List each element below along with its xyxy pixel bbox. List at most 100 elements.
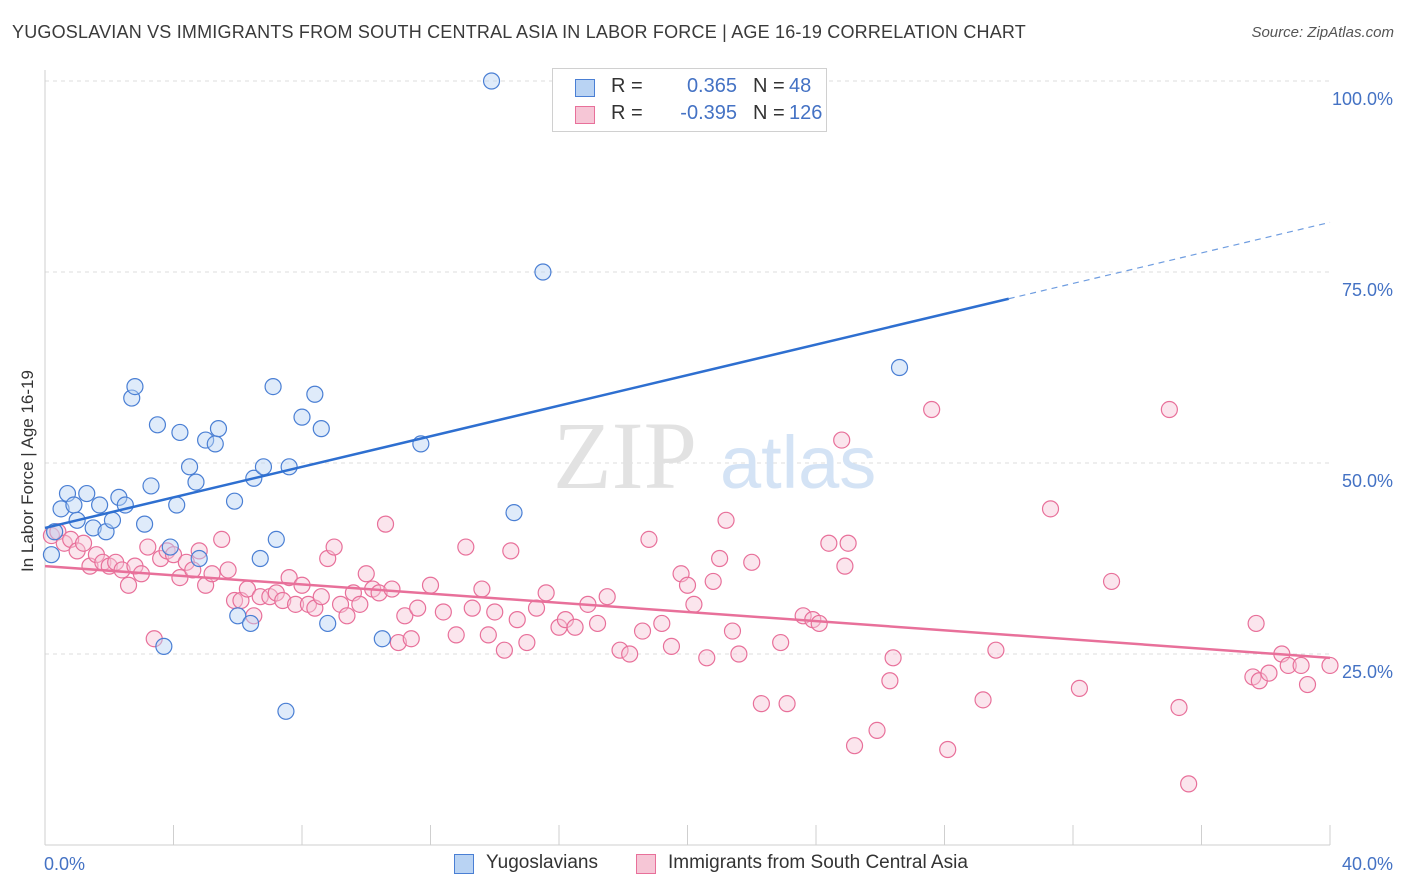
data-point-immigrants bbox=[839, 534, 857, 552]
data-point-immigrants bbox=[463, 599, 481, 617]
trend-line-yugoslavians-extension bbox=[1008, 221, 1331, 300]
data-point-immigrants bbox=[678, 576, 697, 594]
data-point-yugoslavian bbox=[126, 378, 144, 396]
chart-title: YUGOSLAVIAN VS IMMIGRANTS FROM SOUTH CEN… bbox=[12, 22, 1027, 42]
data-point-yugoslavian bbox=[229, 607, 247, 625]
data-point-immigrants bbox=[389, 633, 407, 652]
trend-line-immigrants bbox=[44, 564, 1331, 660]
data-point-immigrants bbox=[1070, 679, 1089, 697]
data-point-immigrants bbox=[537, 584, 555, 602]
data-point-immigrants bbox=[923, 400, 941, 419]
data-point-immigrants bbox=[312, 588, 330, 606]
data-point-immigrants bbox=[508, 611, 526, 629]
data-point-immigrants bbox=[1160, 400, 1178, 419]
data-point-immigrants bbox=[698, 649, 716, 667]
data-point-immigrants bbox=[1298, 675, 1317, 694]
data-point-immigrants bbox=[402, 630, 420, 648]
data-point-yugoslavian bbox=[505, 504, 523, 522]
data-point-yugoslavian bbox=[148, 416, 167, 434]
data-point-immigrants bbox=[566, 618, 584, 636]
n-value: 126 bbox=[789, 102, 823, 124]
trend-lines bbox=[44, 221, 1331, 660]
legend-swatch-blue bbox=[454, 854, 474, 874]
data-point-yugoslavian bbox=[277, 702, 295, 720]
data-point-immigrants bbox=[171, 568, 189, 587]
data-point-yugoslavian bbox=[103, 511, 122, 529]
data-point-yugoslavian bbox=[65, 496, 83, 514]
data-point-immigrants bbox=[357, 565, 375, 583]
y-tick-label: 100.0% bbox=[1332, 89, 1393, 109]
data-point-yugoslavian bbox=[225, 492, 244, 510]
y-tick-labels: 25.0% 50.0% 75.0% 100.0% bbox=[1332, 89, 1393, 682]
data-point-yugoslavian bbox=[78, 484, 96, 503]
data-point-immigrants bbox=[376, 515, 395, 533]
data-point-immigrants bbox=[447, 626, 465, 644]
data-point-immigrants bbox=[884, 649, 902, 667]
data-point-immigrants bbox=[717, 511, 735, 529]
data-point-yugoslavian bbox=[168, 496, 186, 514]
y-tick-label: 75.0% bbox=[1342, 280, 1393, 300]
r-label: R = bbox=[611, 75, 643, 97]
r-value: -0.395 bbox=[680, 102, 737, 124]
data-point-immigrants bbox=[219, 561, 237, 579]
legend-label: Immigrants from South Central Asia bbox=[668, 852, 968, 873]
data-point-immigrants bbox=[409, 599, 427, 617]
x-tick-label: 0.0% bbox=[44, 854, 85, 874]
watermark-atlas: atlas bbox=[720, 421, 876, 504]
data-point-immigrants bbox=[640, 530, 658, 549]
data-point-yugoslavian bbox=[312, 420, 330, 438]
legend-swatch-pink bbox=[636, 854, 656, 874]
stats-swatch-pink bbox=[575, 106, 595, 124]
data-point-immigrants bbox=[518, 633, 536, 652]
y-tick-label: 50.0% bbox=[1342, 471, 1393, 491]
data-point-immigrants bbox=[434, 603, 452, 621]
data-point-yugoslavian bbox=[319, 614, 337, 633]
data-point-yugoslavian bbox=[209, 420, 228, 438]
data-point-immigrants bbox=[396, 607, 414, 625]
data-point-immigrants bbox=[351, 595, 369, 613]
n-label: N = bbox=[753, 102, 785, 124]
data-point-immigrants bbox=[711, 549, 729, 568]
data-point-immigrants bbox=[685, 595, 703, 613]
data-point-yugoslavian bbox=[171, 423, 189, 442]
data-point-immigrants bbox=[1102, 572, 1121, 591]
data-point-immigrants bbox=[820, 534, 838, 552]
trend-line-yugoslavians bbox=[44, 297, 1010, 530]
series-yugoslavians bbox=[42, 72, 909, 720]
data-point-immigrants bbox=[473, 580, 491, 598]
data-point-immigrants bbox=[213, 530, 231, 549]
r-label: R = bbox=[611, 102, 643, 124]
data-point-immigrants bbox=[1321, 656, 1339, 675]
data-point-immigrants bbox=[1292, 656, 1310, 675]
data-point-yugoslavian bbox=[293, 408, 311, 426]
data-point-immigrants bbox=[286, 595, 305, 613]
data-point-immigrants bbox=[383, 580, 401, 598]
data-point-immigrants bbox=[752, 695, 770, 713]
data-point-immigrants bbox=[479, 626, 497, 644]
data-point-immigrants bbox=[588, 614, 607, 633]
data-point-yugoslavian bbox=[264, 378, 282, 396]
axes bbox=[44, 70, 1331, 846]
data-point-yugoslavian bbox=[91, 496, 109, 514]
data-point-immigrants bbox=[1180, 775, 1198, 793]
x-tick-labels: 0.0% 40.0% bbox=[44, 854, 1393, 874]
data-point-immigrants bbox=[251, 588, 269, 606]
data-point-yugoslavian bbox=[190, 549, 208, 568]
data-point-immigrants bbox=[772, 633, 790, 652]
data-point-yugoslavian bbox=[206, 435, 224, 453]
data-point-immigrants bbox=[653, 614, 671, 633]
data-point-immigrants bbox=[486, 603, 504, 621]
data-point-immigrants bbox=[495, 641, 513, 659]
data-point-immigrants bbox=[868, 721, 886, 740]
data-point-immigrants bbox=[836, 557, 854, 575]
data-point-immigrants bbox=[611, 641, 629, 659]
data-point-immigrants bbox=[730, 645, 748, 663]
data-point-immigrants bbox=[1247, 614, 1265, 633]
data-point-immigrants bbox=[633, 622, 652, 640]
data-point-immigrants bbox=[338, 607, 356, 625]
data-point-yugoslavian bbox=[155, 637, 173, 655]
n-value: 48 bbox=[789, 75, 812, 97]
data-point-immigrants bbox=[845, 737, 864, 755]
r-value: 0.365 bbox=[686, 75, 737, 97]
data-point-yugoslavian bbox=[534, 263, 552, 281]
